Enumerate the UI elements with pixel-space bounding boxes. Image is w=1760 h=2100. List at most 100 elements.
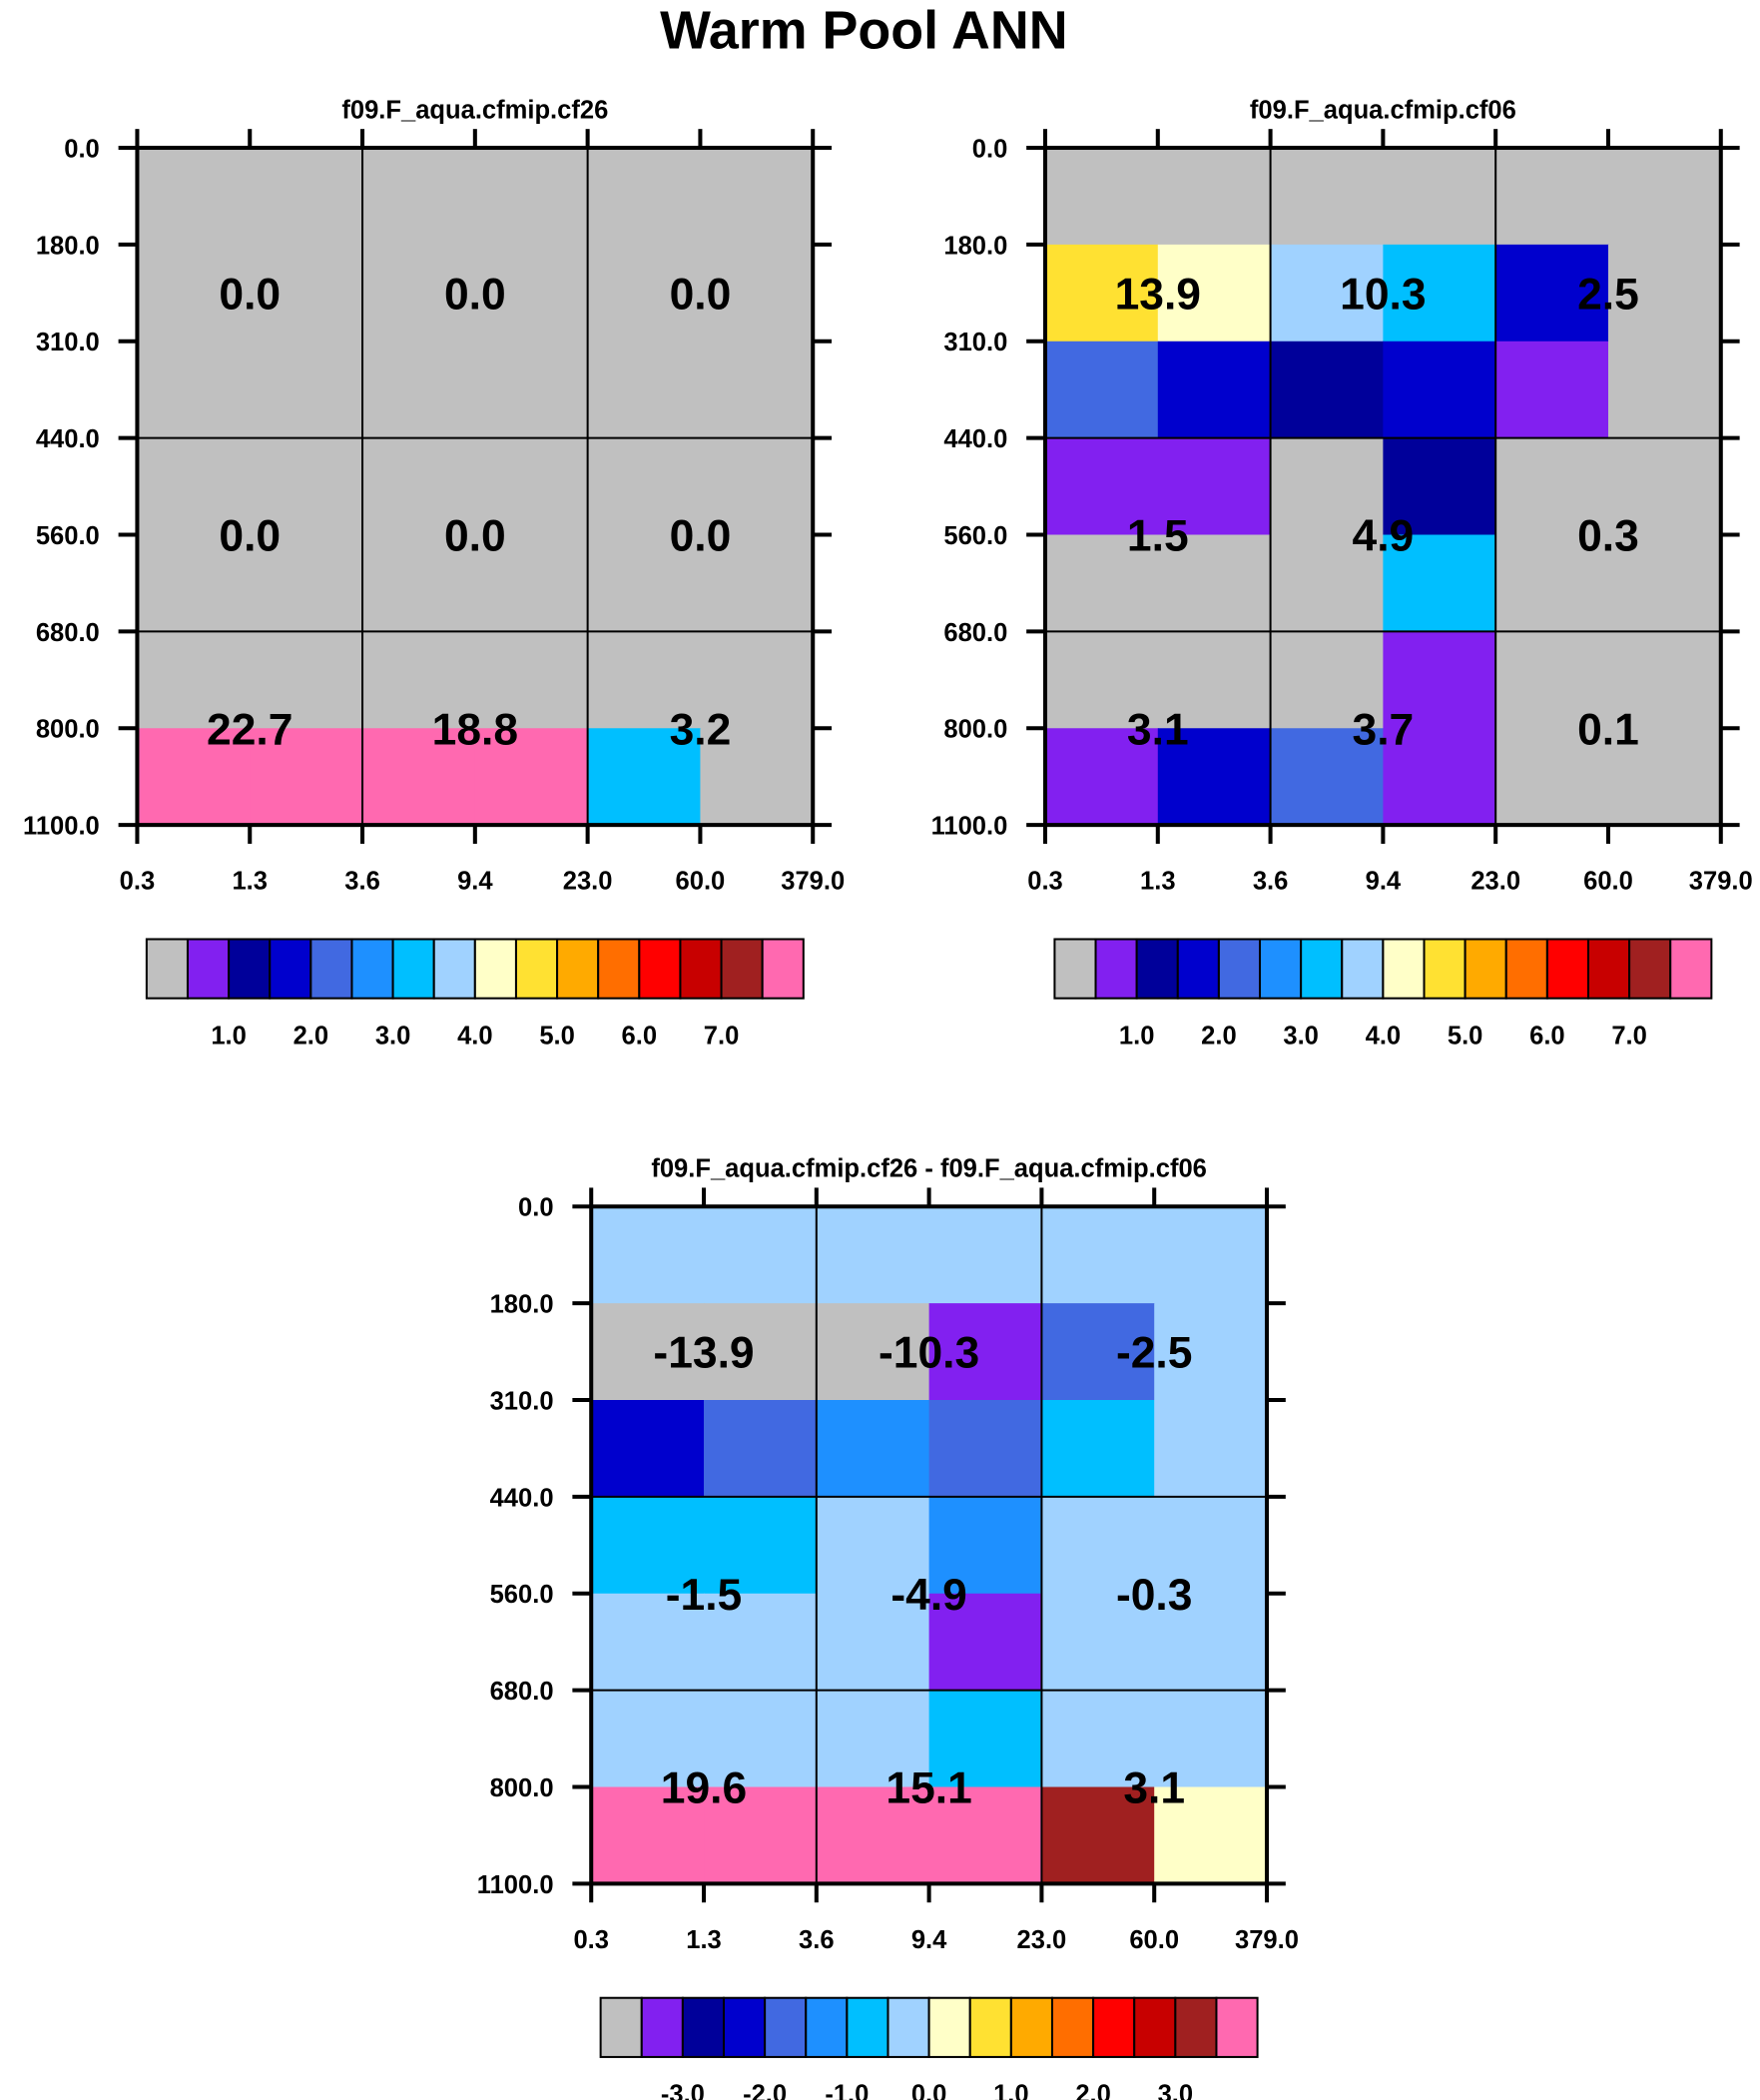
y-tick-label: 310.0 (490, 1387, 554, 1415)
colorbar-swatch (1423, 938, 1467, 1000)
box-value-label: 0.0 (444, 270, 506, 319)
heatmap-cell (137, 437, 252, 536)
heatmap-cell (928, 1496, 1043, 1595)
box-value-label: 3.1 (1127, 705, 1189, 754)
heatmap-cell (1383, 437, 1496, 536)
x-tick-label: 3.6 (344, 868, 380, 896)
x-tick-label: 379.0 (1235, 1926, 1299, 1954)
colorbar-label: 1.0 (993, 2081, 1029, 2100)
heatmap-cell (1157, 341, 1272, 439)
box-value-label: 0.0 (219, 512, 281, 561)
colorbar-swatch (764, 1996, 808, 2058)
y-tick-label: 560.0 (943, 522, 1007, 550)
heatmap-cell (1157, 437, 1272, 536)
heatmap-cell (1383, 341, 1496, 439)
colorbar-swatch (679, 938, 723, 1000)
box-value-label: -4.9 (890, 1571, 966, 1620)
y-tick-label: 680.0 (943, 619, 1007, 647)
y-tick-label: 0.0 (64, 135, 100, 163)
heatmap-cell (1041, 1690, 1156, 1788)
heatmap-cell (587, 437, 702, 536)
heatmap-cell (1495, 148, 1609, 246)
colorbar-swatch (805, 1996, 849, 2058)
box-value-label: 22.7 (207, 705, 293, 754)
box-value-label: 0.3 (1577, 512, 1639, 561)
heatmap-cell (1041, 1206, 1156, 1304)
y-tick-label: 680.0 (490, 1678, 554, 1706)
y-tick-label: 1100.0 (23, 813, 100, 841)
x-tick-label: 1.3 (686, 1926, 722, 1954)
heatmap-cell (587, 244, 702, 343)
colorbar-label: 1.0 (211, 1022, 247, 1050)
heatmap-cell (1607, 437, 1722, 536)
box-value-label: 3.1 (1123, 1764, 1185, 1813)
y-tick-label: 800.0 (36, 716, 100, 744)
heatmap-cell (474, 148, 589, 246)
heatmap-cell (1383, 728, 1496, 826)
colorbar-label: 1.0 (1119, 1022, 1155, 1050)
heatmap-cell (474, 244, 589, 343)
heatmap-cell (704, 1786, 818, 1885)
colorbar-swatch (473, 938, 517, 1000)
colorbar-label: 0.0 (911, 2081, 947, 2100)
heatmap-cell (587, 148, 702, 246)
heatmap-cell (1154, 1303, 1268, 1401)
heatmap-cell (700, 244, 815, 343)
colorbar-label: 2.0 (1201, 1022, 1237, 1050)
heatmap-cell (1495, 728, 1609, 826)
box-value-label: 3.7 (1353, 705, 1415, 754)
colorbar-swatch (846, 1996, 889, 2058)
heatmap-cell (362, 341, 476, 439)
heatmap-cell (591, 1400, 705, 1498)
colorbar-swatch (927, 1996, 971, 2058)
heatmap-cell (474, 437, 589, 536)
heatmap-cell (1154, 1786, 1268, 1885)
panel-3: f09.F_aqua.cfmip.cf26 - f09.F_aqua.cfmip… (477, 1155, 1299, 2100)
heatmap-cell (1607, 244, 1722, 343)
heatmap-cell (1495, 244, 1609, 343)
colorbar-label: 3.0 (1283, 1022, 1319, 1050)
heatmap-cell (1607, 631, 1722, 730)
heatmap-cell (1270, 244, 1385, 343)
x-tick-label: 1.3 (1140, 868, 1176, 896)
box-value-label: 0.0 (219, 270, 281, 319)
box-value-label: 4.9 (1353, 512, 1415, 561)
heatmap-cell (816, 1400, 930, 1498)
heatmap-cell (700, 437, 815, 536)
box-value-label: 2.5 (1577, 270, 1639, 319)
heatmap-cell (250, 341, 363, 439)
colorbar-label: 2.0 (293, 1022, 329, 1050)
heatmap-cell (1270, 631, 1385, 730)
heatmap-cell (1270, 728, 1385, 826)
heatmap-cell (1383, 631, 1496, 730)
heatmap-cell (1607, 148, 1722, 246)
heatmap-cell (700, 534, 815, 633)
colorbar-swatch (1094, 938, 1138, 1000)
heatmap-cell (250, 437, 363, 536)
heatmap-cell (250, 148, 363, 246)
x-tick-label: 0.3 (573, 1926, 609, 1954)
colorbar-label: 3.0 (1158, 2081, 1194, 2100)
heatmap-cell (1607, 728, 1722, 826)
heatmap-cell (1495, 341, 1609, 439)
colorbar-swatch (968, 1996, 1012, 2058)
heatmap-cell (1270, 437, 1385, 536)
heatmap-cell (1383, 534, 1496, 633)
colorbar-swatch (1259, 938, 1303, 1000)
x-tick-label: 379.0 (1689, 868, 1753, 896)
colorbar-swatch (681, 1996, 726, 2058)
colorbar-swatch (556, 938, 600, 1000)
heatmap-cell (1383, 148, 1496, 246)
heatmap-cell (1044, 437, 1159, 536)
panel-title: f09.F_aqua.cfmip.cf06 (1250, 96, 1516, 124)
heatmap-cell (137, 534, 252, 633)
heatmap-cell (250, 631, 363, 730)
heatmap-cell (700, 728, 815, 826)
heatmap-cell (1041, 1786, 1156, 1885)
panel-title: f09.F_aqua.cfmip.cf26 - f09.F_aqua.cfmip… (651, 1155, 1207, 1183)
heatmap-cell (137, 341, 252, 439)
heatmap-cell (591, 1593, 705, 1692)
heatmap-cell (362, 437, 476, 536)
heatmap-cell (362, 534, 476, 633)
